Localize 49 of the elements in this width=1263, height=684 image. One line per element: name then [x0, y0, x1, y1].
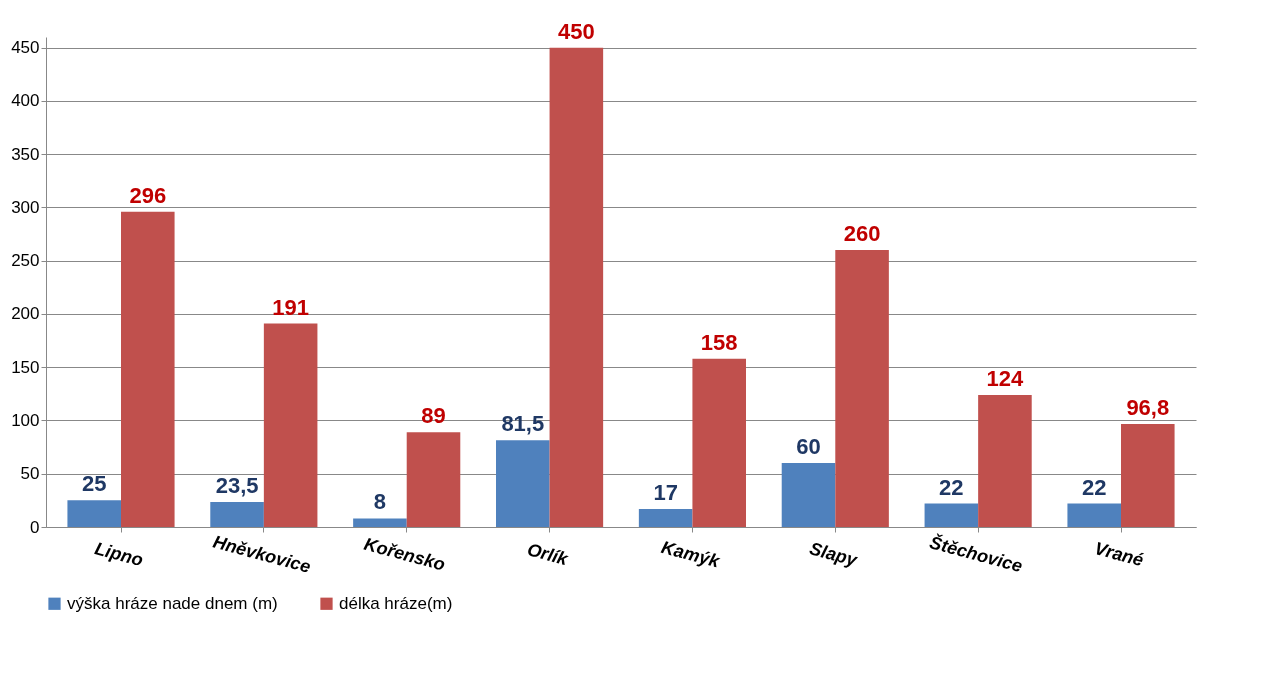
bar — [67, 500, 121, 527]
x-tick-label: Slapy — [807, 538, 860, 571]
data-label: 60 — [796, 434, 821, 460]
bar — [121, 211, 175, 527]
bar — [1067, 503, 1121, 527]
data-label: 23,5 — [215, 472, 259, 498]
data-label: 89 — [421, 403, 446, 429]
x-tick-label: Lipno — [92, 538, 146, 571]
data-label: 124 — [986, 365, 1025, 391]
data-label: 96,8 — [1126, 394, 1170, 420]
legend-label: výška hráze nade dnem (m) — [67, 593, 278, 613]
bar — [978, 394, 1032, 527]
y-tick-label: 200 — [11, 304, 40, 324]
y-tick-label: 250 — [11, 251, 40, 271]
x-tick-label: Vrané — [1092, 538, 1146, 571]
y-tick-label: 100 — [11, 410, 40, 430]
bar — [353, 518, 407, 527]
legend-label: délka hráze(m) — [339, 593, 453, 613]
y-tick-label: 0 — [30, 517, 40, 537]
y-tick-label: 350 — [11, 144, 40, 164]
data-label: 25 — [81, 471, 107, 497]
data-label: 450 — [558, 18, 595, 44]
data-label: 22 — [939, 474, 964, 500]
x-tick-label: Orlík — [525, 539, 571, 570]
bar — [263, 323, 318, 527]
bar — [496, 440, 550, 527]
y-tick-label: 400 — [11, 91, 40, 111]
bar — [692, 358, 746, 527]
data-label: 81,5 — [501, 411, 545, 437]
bar — [835, 250, 889, 527]
data-label: 22 — [1081, 474, 1107, 500]
data-label: 158 — [700, 329, 738, 355]
x-tick-label: Kamýk — [659, 536, 723, 572]
bar — [924, 503, 979, 527]
y-tick-label: 300 — [11, 197, 40, 217]
data-label: 296 — [129, 182, 167, 208]
bar — [210, 501, 264, 527]
y-tick-label: 50 — [20, 464, 40, 484]
data-label: 8 — [373, 489, 387, 515]
bar — [406, 432, 461, 527]
y-tick-label: 150 — [11, 357, 40, 377]
bar — [549, 47, 604, 527]
bar — [1121, 423, 1175, 527]
bar — [638, 508, 693, 527]
data-label: 260 — [843, 221, 881, 247]
data-label: 191 — [272, 294, 309, 320]
bar — [781, 463, 836, 527]
y-tick-label: 450 — [11, 38, 40, 58]
data-label: 17 — [653, 479, 678, 505]
